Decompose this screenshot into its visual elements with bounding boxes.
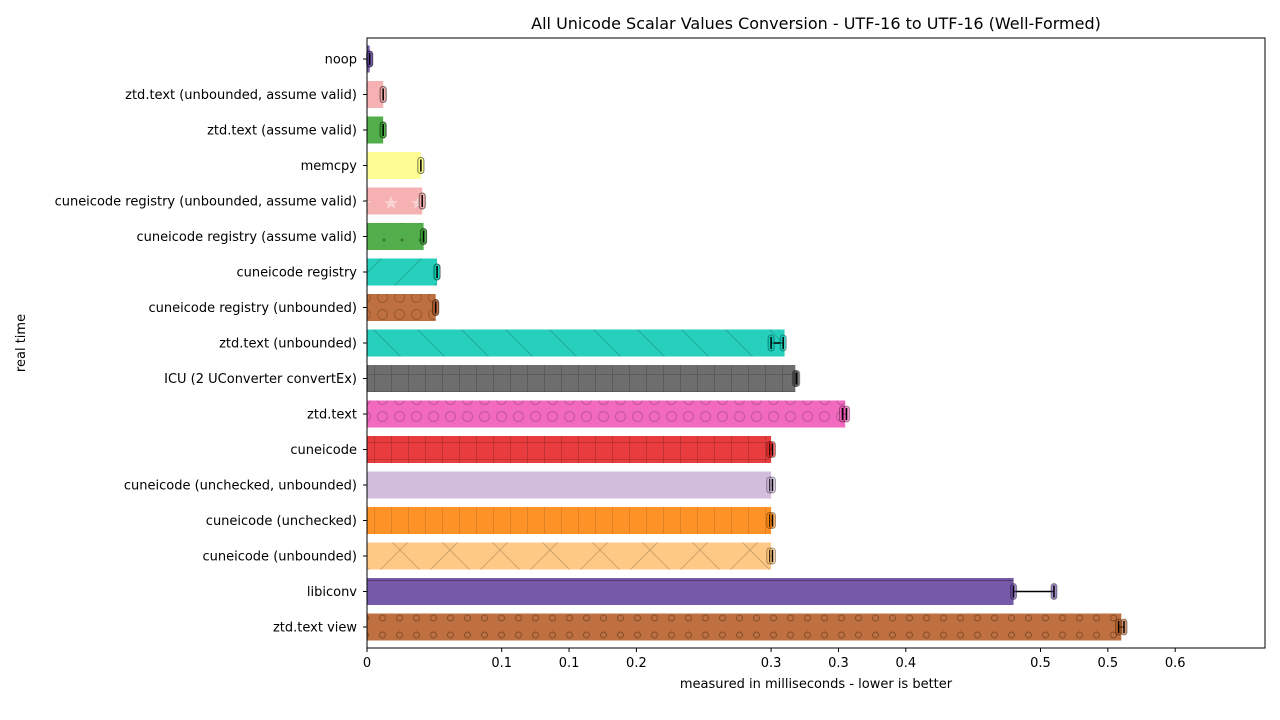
x-tick-label: 0.6 xyxy=(1165,656,1186,671)
y-tick-label: ztd.text xyxy=(307,408,357,423)
bar-pattern xyxy=(367,542,772,570)
y-axis-label: real time xyxy=(14,314,29,372)
x-tick-label: 0 xyxy=(363,656,371,671)
y-tick-label: ICU (2 UConverter convertEx) xyxy=(164,372,357,387)
bar-pattern xyxy=(367,258,438,286)
bar xyxy=(367,116,384,144)
x-tick-label: 0.2 xyxy=(626,656,647,671)
y-tick-label: cuneicode registry (assume valid) xyxy=(136,230,357,245)
bar-pattern xyxy=(367,436,772,463)
x-axis-label: measured in milliseconds - lower is bett… xyxy=(680,677,953,692)
x-tick-label: 0.5 xyxy=(1030,656,1051,671)
bar xyxy=(367,81,384,108)
bar-pattern xyxy=(367,329,785,357)
chart-title: All Unicode Scalar Values Conversion - U… xyxy=(531,14,1101,33)
y-tick-label: cuneicode (unbounded) xyxy=(202,550,357,565)
y-tick-label: ztd.text (assume valid) xyxy=(207,124,357,139)
bar-pattern xyxy=(367,507,772,534)
y-tick-label: libiconv xyxy=(307,585,357,600)
y-tick-label: cuneicode xyxy=(290,443,357,458)
bar-pattern xyxy=(367,365,796,392)
y-tick-label: cuneicode (unchecked) xyxy=(206,514,357,529)
x-tick-label: 0.5 xyxy=(1098,656,1119,671)
bar-pattern xyxy=(367,578,1014,605)
x-tick-label: 0.3 xyxy=(828,656,849,671)
y-tick-label: memcpy xyxy=(301,159,358,174)
y-tick-label: ztd.text view xyxy=(273,621,357,636)
y-tick-label: cuneicode registry xyxy=(236,266,357,281)
x-tick-label: 0.3 xyxy=(761,656,782,671)
y-tick-label: ztd.text (unbounded) xyxy=(219,337,357,352)
y-tick-label: ztd.text (unbounded, assume valid) xyxy=(125,88,357,103)
y-tick-label: cuneicode (unchecked, unbounded) xyxy=(124,479,357,494)
bar xyxy=(367,471,772,499)
bar-pattern xyxy=(367,400,846,428)
x-tick-label: 0.1 xyxy=(559,656,580,671)
bar-pattern xyxy=(367,294,436,321)
x-tick-label: 0.1 xyxy=(491,656,512,671)
bar-pattern xyxy=(367,613,1122,641)
y-tick-label: noop xyxy=(325,53,357,68)
bar-pattern xyxy=(367,187,423,215)
y-tick-label: cuneicode registry (unbounded, assume va… xyxy=(55,195,357,210)
bar-pattern xyxy=(367,223,424,250)
bar xyxy=(367,152,421,179)
x-tick-label: 0.4 xyxy=(895,656,916,671)
y-tick-label: cuneicode registry (unbounded) xyxy=(149,301,358,316)
